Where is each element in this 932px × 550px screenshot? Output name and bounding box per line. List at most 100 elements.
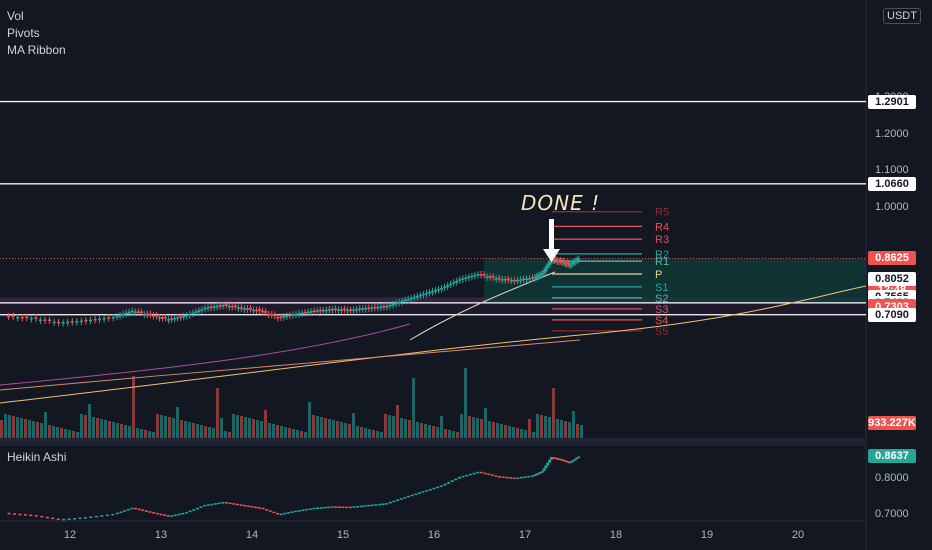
legend-vol[interactable]: Vol bbox=[7, 9, 24, 23]
volume-bar bbox=[452, 431, 455, 438]
ha-candle bbox=[115, 512, 119, 515]
volume-bar bbox=[196, 424, 199, 438]
volume-bar bbox=[148, 431, 151, 438]
candle-body bbox=[255, 309, 259, 312]
time-tick: 17 bbox=[518, 529, 532, 541]
ha-candle bbox=[533, 474, 537, 477]
ha-candle bbox=[18, 513, 22, 516]
candle-body bbox=[518, 279, 522, 281]
candle-body bbox=[315, 310, 319, 312]
ha-candle bbox=[78, 517, 82, 520]
ha-candle bbox=[454, 478, 458, 481]
volume-bar bbox=[488, 421, 491, 438]
volume-bar bbox=[456, 432, 459, 438]
volume-bar bbox=[436, 427, 439, 438]
volume-bar bbox=[492, 422, 495, 438]
ha-candle bbox=[148, 511, 152, 513]
candle-body bbox=[34, 317, 38, 319]
ha-candle bbox=[414, 493, 418, 496]
legend-ma-ribbon[interactable]: MA Ribbon bbox=[7, 43, 66, 57]
done-annotation[interactable]: DONE ! bbox=[521, 191, 601, 215]
candle-body bbox=[424, 292, 428, 295]
candle-body bbox=[562, 261, 566, 263]
candle-body bbox=[185, 315, 189, 317]
ha-candle bbox=[199, 506, 203, 508]
currency-selector[interactable]: USDT bbox=[883, 8, 921, 24]
volume-bar bbox=[256, 420, 259, 438]
price-badge: 1.0660 bbox=[868, 176, 916, 191]
ha-candle bbox=[527, 475, 531, 478]
volume-bar bbox=[72, 431, 75, 438]
ha-candle bbox=[432, 487, 436, 490]
candle-body bbox=[136, 311, 140, 313]
candle-body bbox=[548, 261, 552, 265]
volume-bar bbox=[260, 421, 263, 438]
volume-bar bbox=[364, 428, 367, 438]
ha-candle bbox=[272, 511, 276, 514]
volume-bar bbox=[480, 419, 483, 438]
candle-body bbox=[537, 274, 541, 277]
volume-bar bbox=[524, 430, 527, 438]
volume-bar bbox=[396, 405, 399, 438]
ha-candle bbox=[566, 461, 570, 463]
legend-pivots[interactable]: Pivots bbox=[7, 26, 40, 40]
candle-body bbox=[542, 270, 546, 273]
candle-body bbox=[273, 314, 277, 317]
volume-bar bbox=[120, 424, 123, 438]
heikin-ashi-pane-label[interactable]: Heikin Ashi bbox=[7, 450, 67, 464]
volume-bar bbox=[352, 413, 355, 438]
volume-bar bbox=[192, 423, 195, 438]
volume-bar bbox=[92, 417, 95, 438]
candle-body bbox=[245, 308, 249, 310]
volume-bar bbox=[244, 417, 247, 438]
volume-bar bbox=[576, 424, 579, 438]
candle-body bbox=[242, 308, 246, 310]
ha-candle bbox=[483, 472, 487, 475]
volume-bar bbox=[272, 424, 275, 438]
candle-body bbox=[148, 313, 152, 316]
volume-bar bbox=[28, 420, 31, 438]
volume-bar bbox=[16, 417, 19, 438]
candle-body bbox=[551, 259, 555, 261]
volume-bar bbox=[212, 428, 215, 438]
ha-candle bbox=[472, 472, 476, 475]
candle-body bbox=[300, 312, 304, 315]
ha-candle bbox=[40, 515, 44, 518]
ha-candle bbox=[34, 515, 38, 517]
candle-body bbox=[367, 307, 371, 309]
ha-candle bbox=[170, 515, 174, 517]
volume-bar bbox=[184, 421, 187, 438]
ha-candle bbox=[569, 461, 573, 463]
volume-bar bbox=[140, 429, 143, 438]
ha-candle bbox=[111, 513, 115, 516]
ha-candle bbox=[134, 507, 138, 510]
ha-candle bbox=[421, 491, 425, 493]
volume-bar bbox=[512, 427, 515, 438]
ha-candle bbox=[555, 457, 559, 460]
pivot-label-r1: R1 bbox=[655, 256, 669, 268]
ha-candle bbox=[516, 477, 520, 479]
ha-candle bbox=[399, 498, 403, 500]
volume-bar bbox=[168, 417, 171, 438]
volume-bar bbox=[424, 424, 427, 438]
candle-body bbox=[20, 316, 24, 319]
ha-candle bbox=[286, 512, 290, 514]
candle-body bbox=[57, 321, 61, 324]
candle-body bbox=[339, 309, 343, 311]
candle-body bbox=[415, 295, 419, 298]
ha-candle bbox=[330, 506, 334, 508]
volume-bar bbox=[544, 416, 547, 438]
candle-body bbox=[276, 316, 280, 319]
candle-body bbox=[151, 315, 155, 317]
ha-candle bbox=[417, 492, 421, 494]
ha-candle bbox=[544, 465, 548, 469]
candle-body bbox=[200, 309, 204, 311]
ha-candle bbox=[457, 476, 461, 479]
volume-bar bbox=[276, 425, 279, 438]
volume-bar bbox=[12, 416, 15, 438]
candle-body bbox=[572, 261, 576, 263]
candle-body bbox=[536, 275, 540, 277]
volume-bar bbox=[324, 418, 327, 438]
ha-candle bbox=[537, 472, 541, 475]
